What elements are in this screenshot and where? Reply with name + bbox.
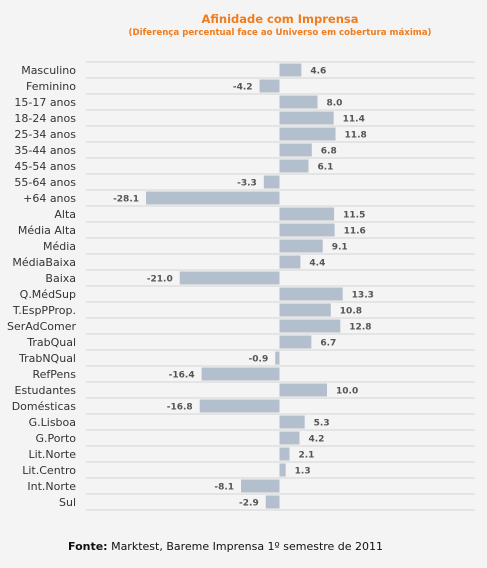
- bar: [201, 367, 280, 381]
- category-label: 45-54 anos: [14, 160, 76, 173]
- data-label: -2.9: [239, 499, 259, 509]
- bar: [279, 95, 318, 109]
- bar: [263, 175, 280, 189]
- data-label: -28.1: [113, 195, 139, 205]
- bar: [259, 79, 280, 93]
- data-label: -0.9: [249, 355, 269, 365]
- category-label: 15-17 anos: [14, 96, 76, 109]
- source-label: Fonte:: [68, 540, 108, 553]
- source-note: Fonte: Marktest, Bareme Imprensa 1º seme…: [68, 540, 383, 553]
- category-label: Lit.Norte: [28, 448, 76, 461]
- bar: [275, 351, 280, 365]
- source-text: Marktest, Bareme Imprensa 1º semestre de…: [107, 540, 384, 553]
- bar-chart-plot: Masculino 4.6 Feminino -4.2 15-17 anos 8.0 18-…: [7, 61, 475, 511]
- bar: [279, 463, 286, 477]
- category-label: Feminino: [26, 80, 76, 93]
- bar: [279, 239, 323, 253]
- data-label: -8.1: [214, 483, 234, 493]
- category-label: Lit.Centro: [22, 464, 76, 477]
- data-label: 4.2: [308, 435, 324, 445]
- chart-subtitle: (Diferença percentual face ao Universo e…: [128, 28, 432, 38]
- category-label: Domésticas: [12, 400, 77, 413]
- category-label: Estudantes: [15, 384, 77, 397]
- data-label: 5.3: [314, 419, 330, 429]
- category-label: Int.Norte: [27, 480, 76, 493]
- category-label: +64 anos: [23, 192, 76, 205]
- bar: [279, 303, 331, 317]
- chart-title: Afinidade com Imprensa: [201, 12, 359, 26]
- category-label: Masculino: [21, 64, 76, 77]
- data-label: -3.3: [237, 179, 257, 189]
- data-label: 11.6: [344, 227, 366, 237]
- data-label: 12.8: [349, 323, 371, 333]
- category-label: TrabQual: [26, 336, 76, 349]
- bar: [146, 191, 280, 205]
- bar: [279, 127, 336, 141]
- bar: [279, 159, 309, 173]
- data-label: 2.1: [298, 451, 314, 461]
- category-label: G.Lisboa: [29, 416, 76, 429]
- category-label: Média: [43, 240, 76, 253]
- data-label: -21.0: [147, 275, 173, 285]
- bar: [179, 271, 280, 285]
- data-label: 6.8: [321, 147, 337, 157]
- category-label: 25-34 anos: [14, 128, 76, 141]
- data-label: 11.4: [343, 115, 365, 125]
- bar: [279, 223, 335, 237]
- bar: [279, 431, 300, 445]
- category-label: TrabNQual: [18, 352, 76, 365]
- bar: [279, 63, 302, 77]
- bar: [279, 335, 312, 349]
- data-label: 6.7: [320, 339, 336, 349]
- data-label: 11.8: [345, 131, 367, 141]
- category-label: Média Alta: [18, 224, 76, 237]
- data-label: -16.4: [169, 371, 195, 381]
- bar: [279, 447, 290, 461]
- category-label: 35-44 anos: [14, 144, 76, 157]
- bar: [265, 495, 280, 509]
- category-label: SerAdComer: [7, 320, 76, 333]
- category-label: RefPens: [32, 368, 76, 381]
- bar: [279, 287, 343, 301]
- data-label: 4.4: [309, 259, 325, 269]
- data-label: 6.1: [317, 163, 333, 173]
- data-label: 10.0: [336, 387, 358, 397]
- bar: [279, 383, 327, 397]
- data-label: 11.5: [343, 211, 365, 221]
- data-label: 9.1: [332, 243, 348, 253]
- data-label: 8.0: [327, 99, 343, 109]
- category-label: Baixa: [45, 272, 76, 285]
- category-label: G.Porto: [35, 432, 76, 445]
- bar: [279, 255, 301, 269]
- data-label: 1.3: [295, 467, 311, 477]
- category-label: MédiaBaixa: [12, 256, 76, 269]
- category-label: 55-64 anos: [14, 176, 76, 189]
- category-label: T.EspPProp.: [12, 304, 76, 317]
- bar: [279, 207, 335, 221]
- bar: [199, 399, 280, 413]
- data-label: 10.8: [340, 307, 362, 317]
- bar: [279, 111, 334, 125]
- data-label: 13.3: [352, 291, 374, 301]
- category-label: Q.MédSup: [20, 288, 76, 301]
- category-label: 18-24 anos: [14, 112, 76, 125]
- bar: [279, 319, 341, 333]
- data-label: 4.6: [310, 67, 326, 77]
- bar: [279, 143, 312, 157]
- category-label: Sul: [59, 496, 76, 509]
- bar: [241, 479, 280, 493]
- data-label: -16.8: [167, 403, 193, 413]
- data-label: -4.2: [233, 83, 253, 93]
- bar: [279, 415, 305, 429]
- category-label: Alta: [54, 208, 76, 221]
